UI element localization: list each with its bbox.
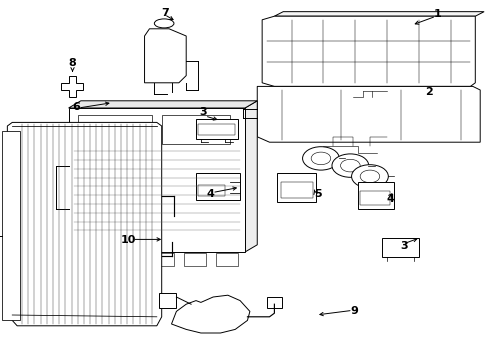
Text: 7: 7 [161,8,169,18]
Bar [184,253,206,266]
Bar [281,182,313,198]
Polygon shape [69,101,257,108]
Text: 1: 1 [434,9,441,19]
Polygon shape [172,295,250,333]
Polygon shape [274,12,484,16]
Bar [120,253,142,266]
Ellipse shape [448,37,473,66]
Bar [196,119,238,139]
Bar [360,191,390,205]
Bar [198,185,225,196]
Polygon shape [61,76,83,97]
Ellipse shape [352,165,388,188]
Bar [152,253,174,266]
Polygon shape [145,29,186,83]
Text: 3: 3 [400,240,408,251]
Ellipse shape [154,19,174,28]
Bar [216,253,238,266]
Ellipse shape [341,159,360,172]
Bar [196,173,240,200]
Polygon shape [245,101,257,252]
Polygon shape [2,131,20,320]
Ellipse shape [332,154,368,177]
Text: 4: 4 [207,189,215,199]
Bar [382,238,419,257]
Text: 3: 3 [199,107,207,117]
Ellipse shape [200,304,226,324]
Bar [277,173,316,202]
Text: 4: 4 [386,194,394,204]
Ellipse shape [332,37,357,66]
Bar [358,182,394,209]
Text: 10: 10 [121,235,137,246]
Text: 5: 5 [314,189,321,199]
Polygon shape [262,16,475,86]
Ellipse shape [311,152,331,165]
Bar [162,115,230,144]
Bar [267,297,282,308]
Ellipse shape [391,37,415,66]
Bar [198,124,235,135]
Bar [88,253,110,266]
Ellipse shape [360,170,380,183]
Ellipse shape [303,147,339,170]
Text: 6: 6 [72,102,80,112]
Text: 2: 2 [425,87,433,97]
Ellipse shape [274,37,299,66]
Polygon shape [7,122,162,326]
Text: 8: 8 [69,58,76,68]
Bar [78,115,152,144]
Bar [159,293,176,308]
Bar [69,108,245,252]
Text: 9: 9 [351,306,359,316]
Polygon shape [257,86,480,142]
Ellipse shape [208,311,218,318]
